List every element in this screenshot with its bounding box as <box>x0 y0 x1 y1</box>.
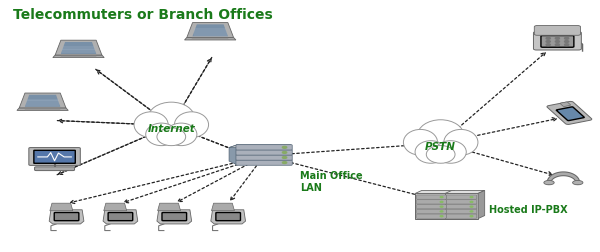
Ellipse shape <box>134 112 168 138</box>
Circle shape <box>546 38 550 40</box>
Circle shape <box>440 197 443 198</box>
FancyBboxPatch shape <box>34 151 75 164</box>
Text: Main Office
LAN: Main Office LAN <box>300 170 362 192</box>
FancyBboxPatch shape <box>416 214 447 218</box>
FancyBboxPatch shape <box>416 209 447 214</box>
Ellipse shape <box>444 130 478 155</box>
FancyBboxPatch shape <box>216 213 241 221</box>
FancyBboxPatch shape <box>445 194 478 219</box>
Circle shape <box>565 42 569 43</box>
Polygon shape <box>61 43 96 55</box>
Circle shape <box>283 147 287 149</box>
Ellipse shape <box>148 103 194 135</box>
Circle shape <box>556 42 559 43</box>
Polygon shape <box>478 191 485 219</box>
Circle shape <box>440 211 443 212</box>
Polygon shape <box>193 25 228 37</box>
Polygon shape <box>157 210 191 224</box>
FancyBboxPatch shape <box>541 36 574 48</box>
Circle shape <box>470 211 473 212</box>
Text: Internet: Internet <box>148 123 195 134</box>
Ellipse shape <box>157 129 185 146</box>
Circle shape <box>565 38 569 40</box>
Ellipse shape <box>166 123 197 146</box>
Circle shape <box>283 162 287 164</box>
FancyBboxPatch shape <box>415 194 448 219</box>
Polygon shape <box>50 203 73 211</box>
Circle shape <box>470 206 473 207</box>
Polygon shape <box>53 56 104 58</box>
FancyBboxPatch shape <box>416 200 447 204</box>
FancyBboxPatch shape <box>162 213 187 221</box>
Circle shape <box>283 157 287 159</box>
Circle shape <box>283 152 287 154</box>
Polygon shape <box>55 41 102 56</box>
Text: Hosted IP-PBX: Hosted IP-PBX <box>488 204 567 214</box>
Ellipse shape <box>146 123 177 146</box>
Ellipse shape <box>403 130 437 155</box>
Polygon shape <box>17 108 68 111</box>
Polygon shape <box>229 145 291 148</box>
FancyBboxPatch shape <box>560 103 571 107</box>
Circle shape <box>440 216 443 217</box>
Ellipse shape <box>427 146 455 164</box>
Circle shape <box>546 45 550 46</box>
Polygon shape <box>104 203 127 211</box>
Polygon shape <box>445 191 485 194</box>
Polygon shape <box>103 210 138 224</box>
Polygon shape <box>448 191 455 219</box>
FancyBboxPatch shape <box>236 145 292 150</box>
Circle shape <box>470 197 473 198</box>
Text: Telecommuters or Branch Offices: Telecommuters or Branch Offices <box>13 8 272 22</box>
Circle shape <box>470 216 473 217</box>
Circle shape <box>565 45 569 46</box>
Circle shape <box>546 42 550 43</box>
Ellipse shape <box>415 141 446 164</box>
Polygon shape <box>49 210 84 224</box>
Circle shape <box>556 45 559 46</box>
FancyBboxPatch shape <box>534 26 581 36</box>
FancyBboxPatch shape <box>556 107 584 121</box>
Polygon shape <box>25 96 61 107</box>
FancyBboxPatch shape <box>446 195 477 199</box>
FancyBboxPatch shape <box>35 167 74 171</box>
Polygon shape <box>185 38 236 41</box>
FancyBboxPatch shape <box>446 205 477 209</box>
FancyBboxPatch shape <box>446 214 477 218</box>
Polygon shape <box>212 203 235 211</box>
Ellipse shape <box>435 141 466 164</box>
FancyBboxPatch shape <box>416 195 447 199</box>
FancyBboxPatch shape <box>236 160 292 166</box>
Circle shape <box>470 202 473 203</box>
FancyBboxPatch shape <box>29 148 80 166</box>
FancyBboxPatch shape <box>416 205 447 209</box>
FancyBboxPatch shape <box>533 33 581 51</box>
Circle shape <box>544 181 554 185</box>
Ellipse shape <box>418 120 464 152</box>
Circle shape <box>440 206 443 207</box>
Ellipse shape <box>175 112 209 138</box>
Polygon shape <box>158 203 181 211</box>
FancyBboxPatch shape <box>236 150 292 155</box>
Polygon shape <box>415 191 455 194</box>
Polygon shape <box>229 145 237 165</box>
Circle shape <box>572 181 583 185</box>
Text: PSTN: PSTN <box>425 141 456 151</box>
FancyBboxPatch shape <box>446 200 477 204</box>
FancyBboxPatch shape <box>54 213 79 221</box>
Circle shape <box>440 202 443 203</box>
FancyBboxPatch shape <box>547 102 592 125</box>
FancyBboxPatch shape <box>446 209 477 214</box>
Polygon shape <box>19 94 66 108</box>
Polygon shape <box>187 23 233 38</box>
Polygon shape <box>211 210 245 224</box>
Circle shape <box>556 38 559 40</box>
FancyBboxPatch shape <box>108 213 133 221</box>
FancyBboxPatch shape <box>236 155 292 161</box>
